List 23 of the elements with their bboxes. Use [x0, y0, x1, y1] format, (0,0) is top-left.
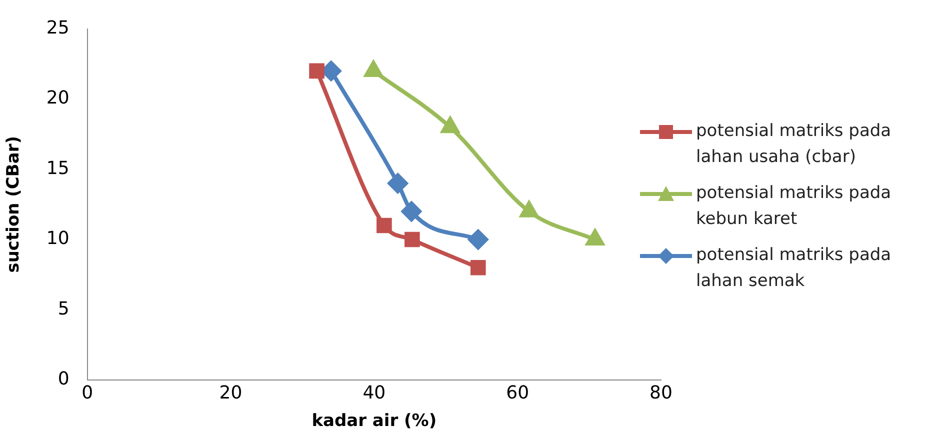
point	[309, 63, 324, 79]
y-axis-title: suction (CBar)	[4, 136, 24, 273]
x-tick-label: 40	[362, 382, 386, 404]
x-axis-title: kadar air (%)	[312, 411, 437, 432]
point	[470, 260, 486, 276]
point	[388, 173, 408, 194]
y-tick-label: 20	[46, 88, 70, 109]
y-tick-label: 10	[46, 228, 70, 250]
y-tick-label: 0	[58, 368, 70, 390]
y-tick-label: 5	[58, 298, 70, 320]
x-tick-label: 0	[82, 382, 94, 404]
point	[468, 230, 488, 250]
x-tick-label: 20	[219, 382, 242, 404]
y-tick-label: 15	[46, 158, 70, 179]
point	[404, 232, 420, 248]
point	[401, 201, 422, 222]
point	[376, 218, 392, 234]
legend-label: potensial matriks pada lahan semak	[696, 244, 892, 293]
legend-label: potensial matriks pada lahan usaha (cbar)	[696, 120, 892, 169]
x-tick-label: 60	[506, 382, 530, 404]
y-tick-label: 25	[46, 17, 70, 38]
x-tick-label: 80	[650, 382, 672, 404]
legend-label: potensial matriks pada kebun karet	[696, 182, 892, 231]
